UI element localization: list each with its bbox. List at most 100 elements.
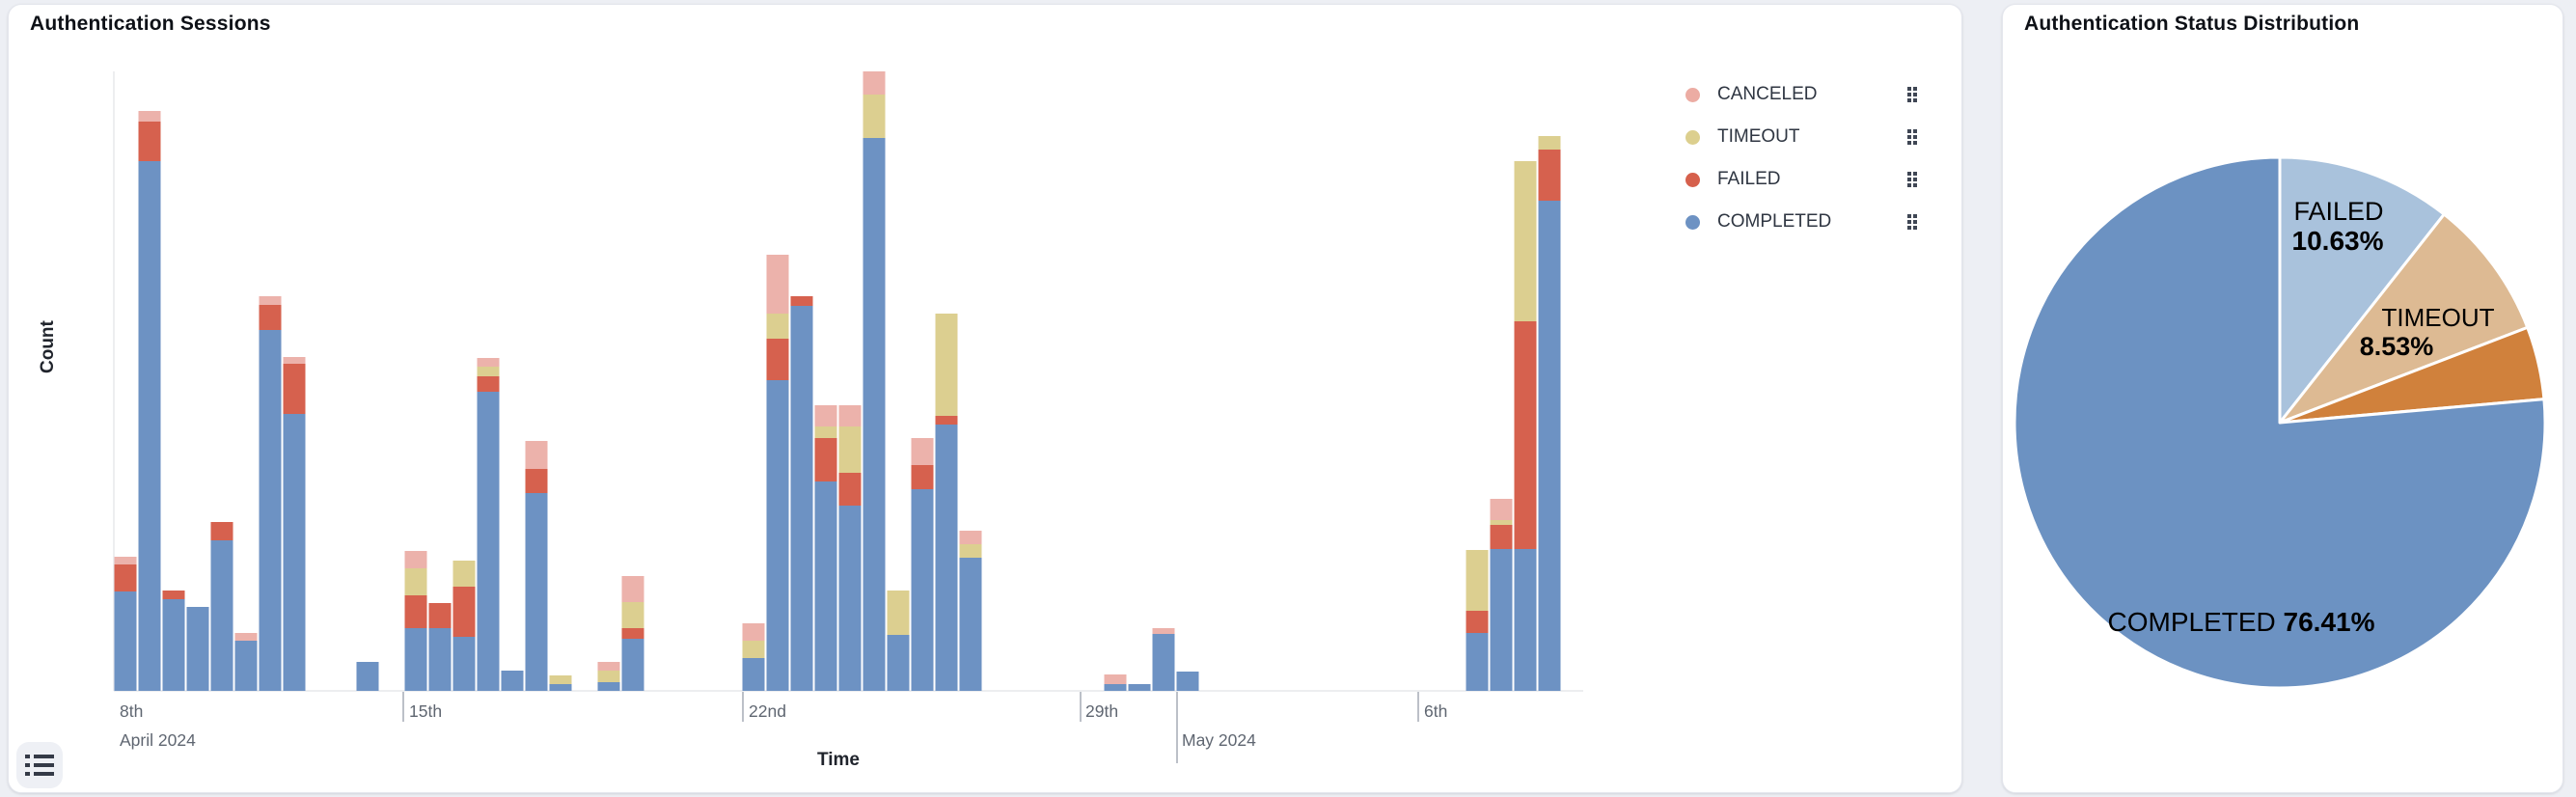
- drag-handle-icon[interactable]: [1907, 172, 1917, 187]
- bar-segment-completed[interactable]: Apr 25 AM COMPLETED: 58: [887, 635, 910, 691]
- bar-segment-completed[interactable]: Apr 11 AM COMPLETED: 156: [210, 540, 233, 691]
- bar-segment-completed[interactable]: Apr 15 PM COMPLETED: 65: [428, 628, 452, 691]
- bar-segment-canceled[interactable]: Apr 9 PM CANCELED: 11: [138, 111, 161, 122]
- bar-segment-completed[interactable]: Apr 19 AM COMPLETED: 9: [597, 682, 620, 691]
- bar-segment-timeout[interactable]: Apr 16 PM TIMEOUT: 10: [477, 367, 500, 376]
- bar-segment-failed[interactable]: May 7 PM FAILED: 25: [1490, 525, 1513, 549]
- bar-segment-timeout[interactable]: Apr 18 AM TIMEOUT: 9: [549, 675, 572, 684]
- bar-segment-failed[interactable]: Apr 12 AM FAILED: 26: [259, 305, 282, 330]
- bar-segment-completed[interactable]: Apr 10 PM COMPLETED: 87: [186, 607, 209, 691]
- bar-segment-canceled[interactable]: Apr 23 PM CANCELED: 22: [814, 405, 837, 426]
- bar-segment-canceled[interactable]: Apr 24 AM CANCELED: 22: [838, 405, 862, 426]
- bar-segment-completed[interactable]: Apr 30 PM COMPLETED: 59: [1152, 634, 1175, 691]
- bar-segment-completed[interactable]: Apr 17 PM COMPLETED: 205: [525, 493, 548, 691]
- bar-segment-completed[interactable]: May 8 AM COMPLETED: 147: [1514, 549, 1537, 691]
- bar-segment-canceled[interactable]: Apr 12 AM CANCELED: 9: [259, 296, 282, 305]
- pie-slice-failed[interactable]: FAILED 10.63%: [2278, 155, 2446, 425]
- bar-segment-completed[interactable]: May 1 AM COMPLETED: 20: [1176, 672, 1199, 691]
- bar-segment-completed[interactable]: Apr 26 PM COMPLETED: 138: [959, 558, 982, 691]
- bar-segment-completed[interactable]: Apr 24 PM COMPLETED: 573: [863, 138, 886, 691]
- bar-segment-failed[interactable]: Apr 24 AM FAILED: 34: [838, 473, 862, 506]
- bar-segment-failed[interactable]: Apr 22 PM FAILED: 43: [766, 339, 789, 380]
- bar-chart[interactable]: 8th 15th 22nd 29th 6th April 2024 May 2024 Apr …: [9, 5, 1961, 792]
- bar-segment-canceled[interactable]: Apr 19 AM CANCELED: 9: [597, 662, 620, 671]
- bar-segment-completed[interactable]: Apr 11 PM COMPLETED: 52: [234, 641, 258, 691]
- bar-segment-failed[interactable]: Apr 19 PM FAILED: 11: [621, 628, 644, 639]
- bar-segment-completed[interactable]: Apr 29 PM COMPLETED: 7: [1104, 684, 1127, 691]
- bar-segment-failed[interactable]: Apr 12 PM FAILED: 52: [283, 364, 306, 414]
- bar-segment-failed[interactable]: Apr 9 AM FAILED: 28: [114, 564, 137, 591]
- pie-slice-timeout[interactable]: TIMEOUT 8.53%: [2278, 212, 2530, 425]
- bar-segment-failed[interactable]: Apr 10 AM FAILED: 9: [162, 591, 185, 599]
- bar-segment-completed[interactable]: Apr 10 AM COMPLETED: 95: [162, 599, 185, 691]
- bar-segment-completed[interactable]: Apr 16 PM COMPLETED: 310: [477, 392, 500, 691]
- bar-segment-completed[interactable]: Apr 23 AM COMPLETED: 399: [790, 306, 813, 691]
- bar-segment-canceled[interactable]: Apr 16 PM CANCELED: 9: [477, 358, 500, 367]
- bar-segment-canceled[interactable]: Apr 24 PM CANCELED: 24: [863, 71, 886, 95]
- bar-segment-completed[interactable]: Apr 23 PM COMPLETED: 217: [814, 481, 837, 691]
- bar-segment-canceled[interactable]: Apr 25 PM CANCELED: 28: [911, 438, 934, 465]
- bar-segment-canceled[interactable]: May 7 PM CANCELED: 22: [1490, 499, 1513, 520]
- bar-segment-canceled[interactable]: Apr 22 AM CANCELED: 18: [742, 623, 765, 641]
- bar-segment-timeout[interactable]: Apr 15 AM TIMEOUT: 28: [404, 568, 427, 595]
- bar-segment-timeout[interactable]: Apr 24 PM TIMEOUT: 45: [863, 95, 886, 138]
- bar-segment-timeout[interactable]: Apr 19 AM TIMEOUT: 12: [597, 671, 620, 682]
- bar-segment-completed[interactable]: Apr 30 AM COMPLETED: 7: [1128, 684, 1151, 691]
- bar-segment-failed[interactable]: Apr 23 AM FAILED: 10: [790, 296, 813, 306]
- drag-handle-icon[interactable]: [1907, 129, 1917, 145]
- bar-segment-completed[interactable]: Apr 15 AM COMPLETED: 65: [404, 628, 427, 691]
- bar-segment-timeout[interactable]: Apr 26 PM TIMEOUT: 14: [959, 544, 982, 558]
- bar-segment-canceled[interactable]: Apr 11 PM CANCELED: 8: [234, 633, 258, 641]
- bar-segment-failed[interactable]: May 8 PM FAILED: 53: [1538, 150, 1561, 201]
- bar-segment-timeout[interactable]: Apr 19 PM TIMEOUT: 27: [621, 602, 644, 628]
- bar-segment-completed[interactable]: Apr 14 AM COMPLETED: 30: [356, 662, 379, 691]
- legend-toggle-button[interactable]: [16, 742, 63, 788]
- bar-segment-failed[interactable]: May 7 AM FAILED: 23: [1466, 611, 1489, 633]
- bar-segment-completed[interactable]: May 7 AM COMPLETED: 60: [1466, 633, 1489, 691]
- legend-item-completed[interactable]: COMPLETED: [1685, 209, 1917, 234]
- bar-segment-completed[interactable]: Apr 9 AM COMPLETED: 103: [114, 591, 137, 691]
- bar-segment-timeout[interactable]: Apr 22 AM TIMEOUT: 18: [742, 641, 765, 658]
- bar-segment-canceled[interactable]: Apr 15 AM CANCELED: 18: [404, 551, 427, 568]
- bar-segment-timeout[interactable]: Apr 22 PM TIMEOUT: 26: [766, 314, 789, 339]
- legend-item-timeout[interactable]: TIMEOUT: [1685, 124, 1917, 150]
- drag-handle-icon[interactable]: [1907, 214, 1917, 230]
- bar-segment-failed[interactable]: Apr 23 PM FAILED: 45: [814, 438, 837, 481]
- bar-segment-timeout[interactable]: Apr 24 AM TIMEOUT: 48: [838, 426, 862, 473]
- bar-segment-completed[interactable]: Apr 12 AM COMPLETED: 374: [259, 330, 282, 691]
- bar-segment-timeout[interactable]: May 8 AM TIMEOUT: 166: [1514, 161, 1537, 321]
- drag-handle-icon[interactable]: [1907, 87, 1917, 102]
- bar-segment-completed[interactable]: Apr 25 PM COMPLETED: 209: [911, 489, 934, 691]
- bar-segment-failed[interactable]: Apr 11 AM FAILED: 19: [210, 522, 233, 540]
- bar-segment-completed[interactable]: Apr 12 PM COMPLETED: 287: [283, 414, 306, 691]
- bar-segment-completed[interactable]: Apr 9 PM COMPLETED: 549: [138, 161, 161, 691]
- pie-slice-completed[interactable]: COMPLETED 76.41%: [2013, 155, 2547, 690]
- bar-segment-completed[interactable]: Apr 18 AM COMPLETED: 7: [549, 684, 572, 691]
- bar-segment-failed[interactable]: Apr 9 PM FAILED: 41: [138, 122, 161, 161]
- bar-segment-timeout[interactable]: May 7 PM TIMEOUT: 5: [1490, 520, 1513, 525]
- bar-segment-timeout[interactable]: Apr 23 PM TIMEOUT: 12: [814, 426, 837, 438]
- bar-segment-failed[interactable]: Apr 17 PM FAILED: 25: [525, 469, 548, 493]
- legend-item-canceled[interactable]: CANCELED: [1685, 82, 1917, 107]
- bar-segment-canceled[interactable]: Apr 29 PM CANCELED: 10: [1104, 674, 1127, 684]
- bar-segment-failed[interactable]: Apr 15 PM FAILED: 26: [428, 603, 452, 628]
- bar-segment-failed[interactable]: May 8 AM FAILED: 236: [1514, 321, 1537, 549]
- bar-segment-completed[interactable]: May 8 PM COMPLETED: 508: [1538, 201, 1561, 691]
- bar-segment-failed[interactable]: Apr 16 PM FAILED: 16: [477, 376, 500, 392]
- bar-segment-timeout[interactable]: May 7 AM TIMEOUT: 63: [1466, 550, 1489, 611]
- legend-item-failed[interactable]: FAILED: [1685, 167, 1917, 192]
- bar-segment-canceled[interactable]: Apr 22 PM CANCELED: 61: [766, 255, 789, 314]
- bar-segment-completed[interactable]: Apr 17 AM COMPLETED: 21: [501, 671, 524, 691]
- bar-segment-completed[interactable]: Apr 26 AM COMPLETED: 276: [935, 425, 958, 691]
- bar-segment-completed[interactable]: May 7 PM COMPLETED: 147: [1490, 549, 1513, 691]
- bar-segment-completed[interactable]: Apr 16 AM COMPLETED: 56: [452, 637, 476, 691]
- bar-segment-canceled[interactable]: Apr 30 PM CANCELED: 6: [1152, 628, 1175, 634]
- bar-segment-failed[interactable]: Apr 25 PM FAILED: 25: [911, 465, 934, 489]
- bar-segment-canceled[interactable]: Apr 26 PM CANCELED: 14: [959, 531, 982, 544]
- bar-segment-timeout[interactable]: May 8 PM TIMEOUT: 14: [1538, 136, 1561, 150]
- pie-chart[interactable]: FAILED 10.63%TIMEOUT 8.53%CANCELED 4.43%…: [2003, 5, 2562, 792]
- bar-segment-canceled[interactable]: Apr 19 PM CANCELED: 27: [621, 576, 644, 602]
- bar-segment-timeout[interactable]: Apr 16 AM TIMEOUT: 27: [452, 561, 476, 587]
- bar-segment-completed[interactable]: Apr 24 AM COMPLETED: 192: [838, 506, 862, 691]
- bar-segment-completed[interactable]: Apr 19 PM COMPLETED: 54: [621, 639, 644, 691]
